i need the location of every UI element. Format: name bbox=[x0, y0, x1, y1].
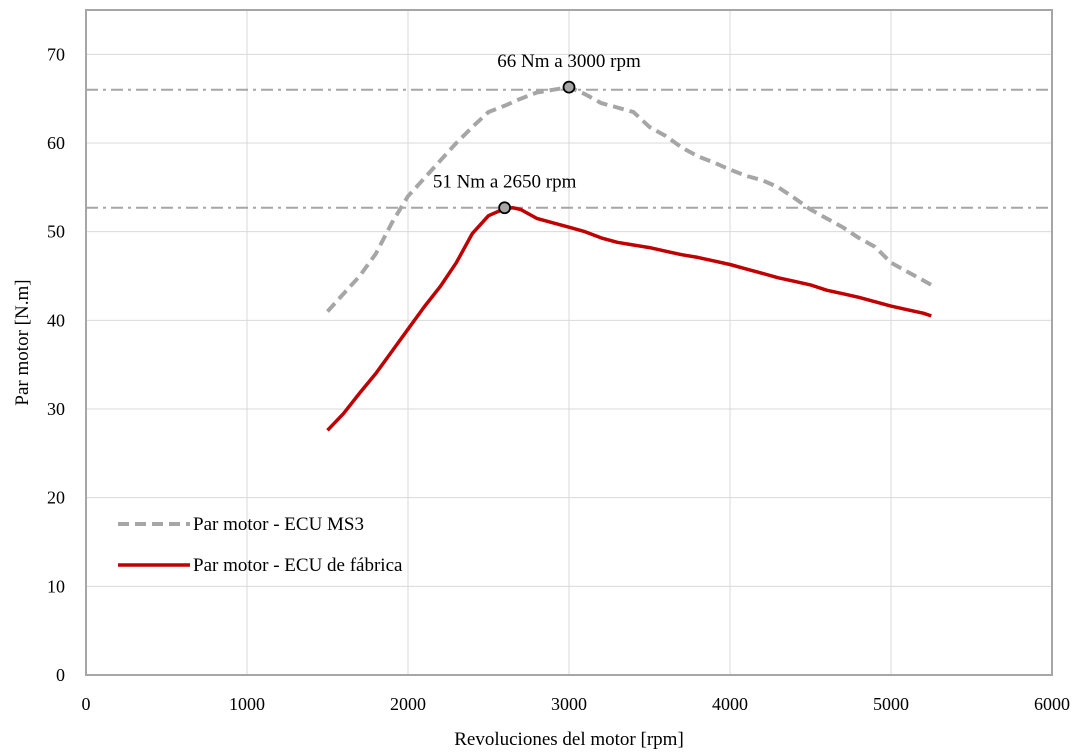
y-tick-label: 40 bbox=[47, 310, 65, 330]
series-line-factory bbox=[326, 205, 932, 432]
y-tick-label: 70 bbox=[47, 44, 65, 64]
peak-annotation: 51 Nm a 2650 rpm bbox=[433, 172, 577, 193]
peak-annotation: 66 Nm a 3000 rpm bbox=[497, 51, 641, 72]
legend-label: Par motor - ECU MS3 bbox=[193, 514, 364, 535]
x-tick-label: 1000 bbox=[229, 694, 265, 714]
x-tick-label: 6000 bbox=[1034, 694, 1070, 714]
y-tick-label: 50 bbox=[47, 222, 65, 242]
series-line-ms3 bbox=[326, 85, 933, 313]
y-tick-label: 10 bbox=[47, 576, 65, 596]
x-tick-label: 5000 bbox=[873, 694, 909, 714]
y-tick-label: 60 bbox=[47, 133, 65, 153]
y-axis-title: Par motor [N.m] bbox=[12, 279, 33, 405]
legend-label: Par motor - ECU de fábrica bbox=[193, 555, 403, 576]
x-axis-title: Revoluciones del motor [rpm] bbox=[454, 729, 684, 750]
y-tick-label: 30 bbox=[47, 399, 65, 419]
peak-marker bbox=[562, 80, 576, 94]
x-tick-label: 2000 bbox=[390, 694, 426, 714]
x-tick-label: 0 bbox=[82, 694, 91, 714]
x-tick-label: 4000 bbox=[712, 694, 748, 714]
y-tick-label: 0 bbox=[56, 665, 65, 685]
x-tick-label: 3000 bbox=[551, 694, 587, 714]
y-tick-label: 20 bbox=[47, 488, 65, 508]
peak-marker bbox=[498, 201, 512, 215]
plot-frame bbox=[85, 9, 1053, 676]
